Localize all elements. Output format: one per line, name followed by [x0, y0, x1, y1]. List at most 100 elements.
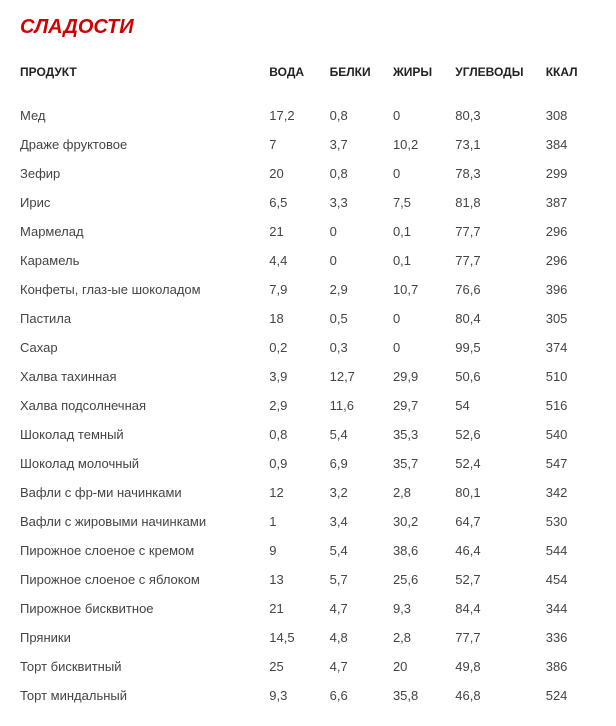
cell-value: 524 — [546, 681, 596, 710]
cell-value: 78,3 — [455, 159, 545, 188]
cell-value: 299 — [546, 159, 596, 188]
cell-value: 2,8 — [393, 478, 455, 507]
cell-value: 342 — [546, 478, 596, 507]
cell-value: 1 — [269, 507, 329, 536]
cell-product: Шоколад молочный — [20, 449, 269, 478]
table-row: Пирожное слоеное с кремом95,438,646,4544 — [20, 536, 596, 565]
cell-product: Мармелад — [20, 217, 269, 246]
cell-value: 77,7 — [455, 246, 545, 275]
table-row: Пряники14,54,82,877,7336 — [20, 623, 596, 652]
cell-product: Ирис — [20, 188, 269, 217]
cell-value: 5,7 — [330, 565, 393, 594]
cell-value: 0,1 — [393, 246, 455, 275]
table-header-row: ПРОДУКТ ВОДА БЕЛКИ ЖИРЫ УГЛЕВОДЫ ККАЛ — [20, 61, 596, 101]
cell-value: 13 — [269, 565, 329, 594]
cell-value: 30,2 — [393, 507, 455, 536]
cell-value: 35,7 — [393, 449, 455, 478]
cell-value: 547 — [546, 449, 596, 478]
cell-value: 46,8 — [455, 681, 545, 710]
cell-value: 7,9 — [269, 275, 329, 304]
cell-value: 6,9 — [330, 449, 393, 478]
cell-product: Вафли с фр-ми начинками — [20, 478, 269, 507]
cell-value: 384 — [546, 130, 596, 159]
cell-value: 2,8 — [393, 623, 455, 652]
cell-value: 35,3 — [393, 420, 455, 449]
cell-value: 4,4 — [269, 246, 329, 275]
cell-product: Драже фруктовое — [20, 130, 269, 159]
cell-product: Торт миндальный — [20, 681, 269, 710]
cell-value: 9 — [269, 536, 329, 565]
cell-value: 17,2 — [269, 101, 329, 130]
cell-value: 77,7 — [455, 623, 545, 652]
cell-value: 38,6 — [393, 536, 455, 565]
cell-value: 3,9 — [269, 362, 329, 391]
cell-value: 386 — [546, 652, 596, 681]
cell-value: 0 — [330, 217, 393, 246]
cell-value: 20 — [393, 652, 455, 681]
cell-value: 510 — [546, 362, 596, 391]
cell-product: Конфеты, глаз-ые шоколадом — [20, 275, 269, 304]
cell-value: 0,3 — [330, 333, 393, 362]
cell-value: 374 — [546, 333, 596, 362]
cell-value: 544 — [546, 536, 596, 565]
col-fat: ЖИРЫ — [393, 61, 455, 101]
table-row: Конфеты, глаз-ые шоколадом7,92,910,776,6… — [20, 275, 596, 304]
cell-value: 0,8 — [330, 101, 393, 130]
cell-value: 0,9 — [269, 449, 329, 478]
cell-value: 21 — [269, 594, 329, 623]
cell-value: 0,5 — [330, 304, 393, 333]
table-row: Пирожное бисквитное214,79,384,4344 — [20, 594, 596, 623]
cell-value: 29,7 — [393, 391, 455, 420]
cell-value: 6,6 — [330, 681, 393, 710]
cell-value: 296 — [546, 217, 596, 246]
cell-product: Сахар — [20, 333, 269, 362]
cell-value: 10,2 — [393, 130, 455, 159]
cell-value: 296 — [546, 246, 596, 275]
cell-value: 3,2 — [330, 478, 393, 507]
cell-value: 396 — [546, 275, 596, 304]
cell-value: 20 — [269, 159, 329, 188]
cell-value: 305 — [546, 304, 596, 333]
cell-value: 308 — [546, 101, 596, 130]
cell-value: 35,8 — [393, 681, 455, 710]
col-protein: БЕЛКИ — [330, 61, 393, 101]
cell-value: 80,3 — [455, 101, 545, 130]
cell-value: 80,1 — [455, 478, 545, 507]
cell-value: 49,8 — [455, 652, 545, 681]
cell-value: 10,7 — [393, 275, 455, 304]
table-row: Торт миндальный9,36,635,846,8524 — [20, 681, 596, 710]
cell-value: 25,6 — [393, 565, 455, 594]
cell-product: Торт бисквитный — [20, 652, 269, 681]
table-row: Вафли с жировыми начинками13,430,264,753… — [20, 507, 596, 536]
cell-value: 0,8 — [269, 420, 329, 449]
cell-value: 530 — [546, 507, 596, 536]
table-row: Мармелад2100,177,7296 — [20, 217, 596, 246]
cell-value: 0,2 — [269, 333, 329, 362]
cell-product: Пряники — [20, 623, 269, 652]
table-row: Шоколад молочный0,96,935,752,4547 — [20, 449, 596, 478]
cell-value: 99,5 — [455, 333, 545, 362]
cell-value: 14,5 — [269, 623, 329, 652]
cell-value: 54 — [455, 391, 545, 420]
cell-value: 12,7 — [330, 362, 393, 391]
cell-value: 64,7 — [455, 507, 545, 536]
table-row: Пирожное слоеное с яблоком135,725,652,74… — [20, 565, 596, 594]
cell-product: Вафли с жировыми начинками — [20, 507, 269, 536]
cell-value: 387 — [546, 188, 596, 217]
cell-value: 50,6 — [455, 362, 545, 391]
cell-value: 21 — [269, 217, 329, 246]
cell-value: 52,4 — [455, 449, 545, 478]
cell-value: 81,8 — [455, 188, 545, 217]
cell-value: 0,8 — [330, 159, 393, 188]
nutrition-table: ПРОДУКТ ВОДА БЕЛКИ ЖИРЫ УГЛЕВОДЫ ККАЛ Ме… — [20, 61, 596, 710]
cell-value: 52,7 — [455, 565, 545, 594]
cell-value: 11,6 — [330, 391, 393, 420]
cell-product: Мед — [20, 101, 269, 130]
cell-value: 9,3 — [393, 594, 455, 623]
cell-product: Карамель — [20, 246, 269, 275]
cell-value: 0,1 — [393, 217, 455, 246]
cell-value: 540 — [546, 420, 596, 449]
table-row: Карамель4,400,177,7296 — [20, 246, 596, 275]
cell-product: Зефир — [20, 159, 269, 188]
table-row: Пастила180,5080,4305 — [20, 304, 596, 333]
